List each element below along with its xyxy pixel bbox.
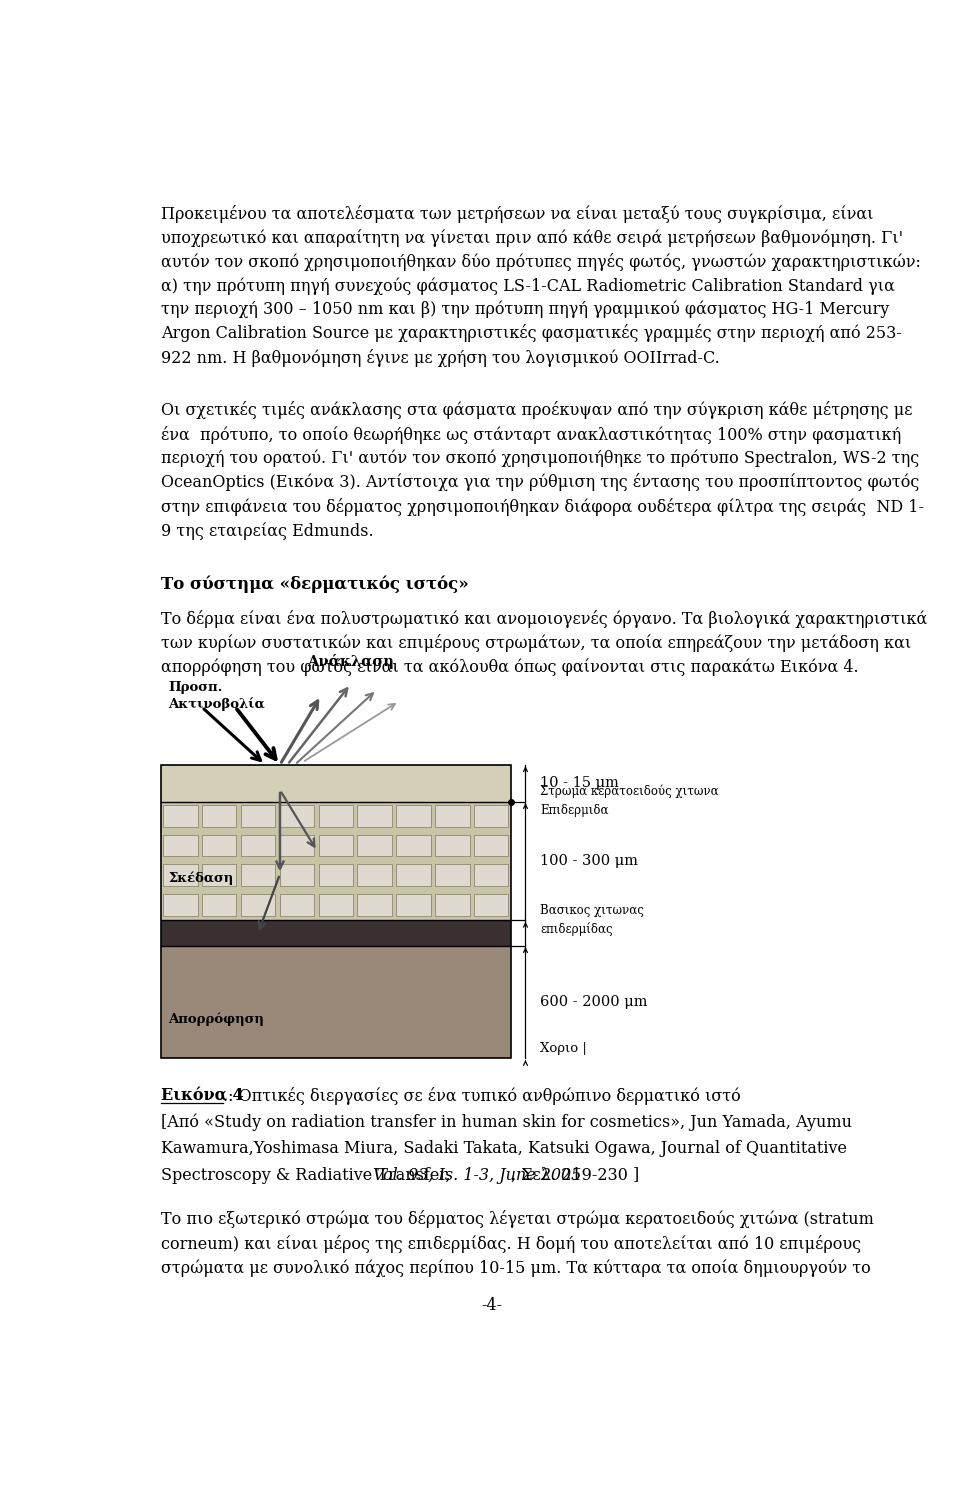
Bar	[435, 895, 469, 916]
Bar	[241, 895, 276, 916]
Bar	[435, 805, 469, 827]
Bar	[319, 835, 353, 856]
Text: Kawamura,Yoshimasa Miura, Sadaki Takata, Katsuki Ogawa, Journal of Quantitative: Kawamura,Yoshimasa Miura, Sadaki Takata,…	[161, 1140, 847, 1158]
Bar	[161, 764, 511, 1059]
Bar	[435, 835, 469, 856]
Bar	[241, 835, 276, 856]
Bar	[474, 895, 509, 916]
Text: Vol. 93, Is. 1-3, June 2005: Vol. 93, Is. 1-3, June 2005	[372, 1167, 581, 1183]
Bar	[396, 865, 431, 886]
Text: .: Οπτικές διεργασίες σε ένα τυπικό ανθρώπινο δερματικό ιστό: .: Οπτικές διεργασίες σε ένα τυπικό ανθρ…	[223, 1088, 740, 1106]
Text: [Από «Study on radiation transfer in human skin for cosmetics», Jun Yamada, Ayum: [Από «Study on radiation transfer in hum…	[161, 1113, 852, 1131]
Text: 600 - 2000 μm: 600 - 2000 μm	[540, 995, 648, 1008]
Bar	[163, 895, 198, 916]
Text: επιδερμίδας: επιδερμίδας	[540, 923, 613, 936]
Bar	[474, 865, 509, 886]
Text: 10 - 15 μm: 10 - 15 μm	[540, 776, 619, 790]
Bar	[396, 835, 431, 856]
Bar	[202, 835, 236, 856]
Bar	[202, 865, 236, 886]
Bar	[241, 865, 276, 886]
Bar	[357, 865, 392, 886]
Text: Σκέδαση: Σκέδαση	[168, 872, 233, 886]
Bar	[161, 764, 511, 802]
Bar	[435, 865, 469, 886]
Text: Spectroscopy & Radiative Transfer,: Spectroscopy & Radiative Transfer,	[161, 1167, 456, 1183]
Bar	[396, 895, 431, 916]
Bar	[279, 895, 314, 916]
Text: Το δέρμα είναι ένα πολυστρωματικό και ανομοιογενές όργανο. Τα βιολογικά χαρακτηρ: Το δέρμα είναι ένα πολυστρωματικό και αν…	[161, 610, 927, 676]
Text: -4-: -4-	[481, 1297, 503, 1313]
Bar	[279, 835, 314, 856]
Text: Προσπ.
Ακτινοβολία: Προσπ. Ακτινοβολία	[168, 681, 265, 711]
Bar	[474, 805, 509, 827]
Bar	[163, 865, 198, 886]
Text: Ανάκλαση: Ανάκλαση	[307, 654, 394, 669]
Text: 100 - 300 μm: 100 - 300 μm	[540, 854, 638, 868]
Bar	[474, 835, 509, 856]
Bar	[202, 805, 236, 827]
Bar	[161, 920, 511, 945]
Text: Το πιο εξωτερικό στρώμα του δέρματος λέγεται στρώμα κερατοειδούς χιτώνα (stratum: Το πιο εξωτερικό στρώμα του δέρματος λέγ…	[161, 1210, 874, 1276]
Text: Επιδερμιδα: Επιδερμιδα	[540, 803, 609, 817]
Bar	[161, 802, 511, 920]
Text: Οι σχετικές τιμές ανάκλασης στα φάσματα προέκυψαν από την σύγκριση κάθε μέτρησης: Οι σχετικές τιμές ανάκλασης στα φάσματα …	[161, 401, 924, 540]
Bar	[357, 835, 392, 856]
Text: Βασικος χιτωνας: Βασικος χιτωνας	[540, 904, 644, 917]
Bar	[202, 895, 236, 916]
Bar	[279, 865, 314, 886]
Bar	[279, 805, 314, 827]
Bar	[319, 805, 353, 827]
Bar	[357, 805, 392, 827]
Bar	[163, 835, 198, 856]
Text: Χοριο |: Χοριο |	[540, 1043, 588, 1055]
Bar	[163, 805, 198, 827]
Bar	[396, 805, 431, 827]
Text: , Σελ. 219-230 ]: , Σελ. 219-230 ]	[511, 1167, 638, 1183]
Text: Προκειμένου τα αποτελέσματα των μετρήσεων να είναι μεταξύ τους συγκρίσιμα, είναι: Προκειμένου τα αποτελέσματα των μετρήσεω…	[161, 205, 921, 367]
Bar	[161, 945, 511, 1059]
Bar	[241, 805, 276, 827]
Bar	[319, 895, 353, 916]
Bar	[357, 895, 392, 916]
Text: Απορρόφηση: Απορρόφηση	[168, 1013, 264, 1026]
Text: Το σύστημα «δερματικός ιστός»: Το σύστημα «δερματικός ιστός»	[161, 574, 468, 592]
Text: Στρωμα κερατοειδούς χιτωνα: Στρωμα κερατοειδούς χιτωνα	[540, 784, 719, 797]
Bar	[319, 865, 353, 886]
Text: Εικόνα 4: Εικόνα 4	[161, 1088, 244, 1104]
